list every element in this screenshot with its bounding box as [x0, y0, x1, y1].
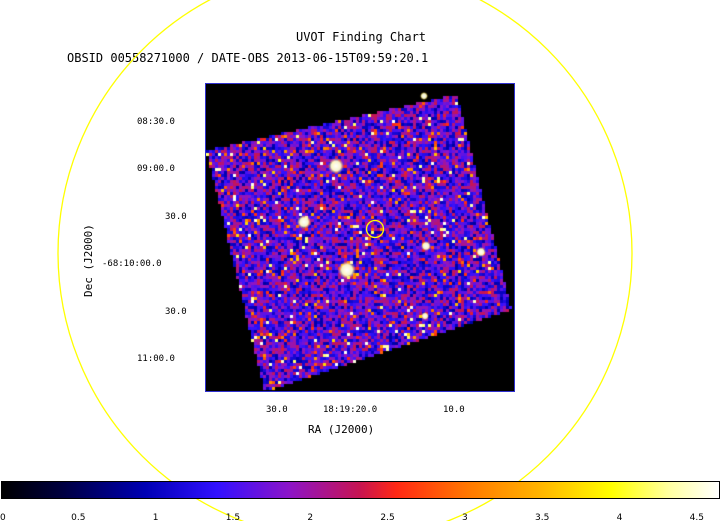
sky-image-panel [205, 83, 515, 392]
colorbar-tick-label: 2 [307, 513, 314, 523]
y-tick: 11:00.0 [137, 354, 175, 364]
y-tick: -68:10:00.0 [102, 259, 162, 269]
colorbar-tick-label: 4.5 [689, 513, 704, 523]
colorbar-tick-label: 3 [461, 513, 468, 523]
y-tick: 30.0 [165, 212, 187, 222]
colorbar-tick-label: 0.5 [71, 513, 86, 523]
y-tick: 30.0 [165, 307, 187, 317]
colorbar-tick-label: 0 [0, 513, 6, 523]
sky-image [206, 84, 514, 391]
x-tick: 18:19:20.0 [323, 405, 378, 415]
colorbar-tick-label: 2.5 [380, 513, 395, 523]
colorbar-tick-label: 3.5 [535, 513, 550, 523]
chart-subtitle: OBSID 00558271000 / DATE-OBS 2013-06-15T… [67, 51, 429, 65]
colorbar-tick-label: 4 [616, 513, 623, 523]
x-tick: 30.0 [266, 405, 288, 415]
colorbar [1, 481, 720, 499]
colorbar-tick-label: 1.5 [225, 513, 241, 523]
y-tick: 09:00.0 [137, 164, 175, 174]
colorbar-tick-label: 1 [152, 513, 159, 523]
x-tick: 10.0 [443, 405, 465, 415]
y-axis-label: Dec (J2000) [82, 224, 95, 297]
chart-title: UVOT Finding Chart [295, 30, 427, 44]
y-tick: 08:30.0 [137, 117, 175, 127]
x-axis-label: RA (J2000) [308, 423, 375, 436]
